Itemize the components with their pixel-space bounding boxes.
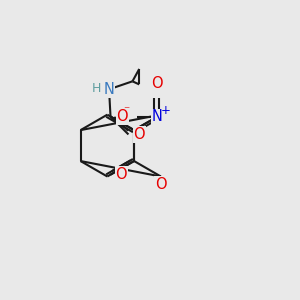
Text: O: O [151,76,163,92]
Text: H: H [92,82,101,94]
Text: O: O [116,167,127,182]
Text: O: O [116,110,128,124]
Text: N: N [152,110,163,124]
Text: N: N [103,82,115,97]
Text: ⁻: ⁻ [124,104,130,117]
Text: O: O [155,177,167,192]
Text: +: + [161,104,171,117]
Text: O: O [134,127,145,142]
